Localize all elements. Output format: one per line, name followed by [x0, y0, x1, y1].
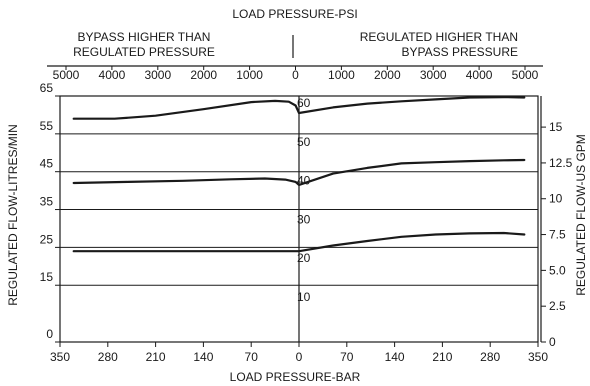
x-tick-psi-label: 2000 [190, 68, 217, 82]
curve-label: 50 [297, 135, 311, 149]
y-tick-right-label: 12.5 [549, 156, 573, 170]
x-tick-psi-label: 3000 [144, 68, 171, 82]
y-tick-left-label: 35 [40, 195, 54, 209]
y-tick-left-label: 25 [40, 232, 54, 246]
x-ticks-psi-group: 5000 4000 3000 2000 1000 0 1000 2000 3000 4000 500… [53, 66, 539, 82]
y-tick-right-label: 2.5 [549, 299, 566, 313]
y-tick-right-label: 7.5 [549, 228, 566, 242]
curve-label: 10 [297, 290, 311, 304]
chart-title: LOAD PRESSURE-PSI [232, 7, 357, 21]
x-tick-psi-label: 4000 [99, 68, 126, 82]
series-group [72, 95, 526, 253]
y-axis-label-left: REGULATED FLOW-LITRES/MIN [6, 124, 20, 306]
x-tick-psi-label: 5000 [512, 68, 539, 82]
x-tick-bar-label: 140 [193, 350, 213, 364]
y-tick-right-label: 15 [549, 120, 563, 134]
y-tick-right-label: 10 [549, 192, 563, 206]
y-ticks-left-group: 0 15 25 35 45 55 65 [40, 81, 60, 343]
x-ticks-bar-group: 350 280 210 140 70 0 70 140 210 280 350 [50, 342, 548, 364]
flow-curve-line [72, 158, 526, 186]
region-left-line2: REGULATED PRESSURE [73, 45, 215, 59]
x-tick-bar-label: 210 [146, 350, 166, 364]
curve-label: 20 [297, 251, 311, 265]
x-tick-bar-label: 350 [50, 350, 70, 364]
x-tick-psi-label: 5000 [53, 68, 80, 82]
flow-curve-line [72, 231, 526, 253]
x-tick-bar-label: 70 [245, 350, 259, 364]
x-tick-psi-label: 0 [292, 68, 299, 82]
region-left-line1: BYPASS HIGHER THAN [78, 30, 211, 44]
y-tick-left-label: 15 [40, 270, 54, 284]
y-tick-right-label: 0 [549, 335, 556, 349]
region-right-line1: REGULATED HIGHER THAN [360, 30, 518, 44]
x-tick-bar-label: 210 [432, 350, 452, 364]
x-tick-bar-label: 280 [480, 350, 500, 364]
y-tick-left-label: 65 [40, 81, 54, 95]
x-tick-bar-label: 0 [296, 350, 303, 364]
curve-label: 60 [297, 96, 311, 110]
y-ticks-right-group: 0 2.5 5.0 7.5 10 12.5 15 [540, 96, 573, 349]
region-right-line2: BYPASS PRESSURE [402, 45, 518, 59]
y-tick-right-label: 5.0 [549, 263, 566, 277]
curve-label: 30 [297, 212, 311, 226]
x-tick-bar-label: 280 [98, 350, 118, 364]
x-tick-psi-label: 2000 [374, 68, 401, 82]
x-tick-psi-label: 1000 [328, 68, 355, 82]
x-tick-bar-label: 350 [528, 350, 548, 364]
x-tick-bar-label: 140 [385, 350, 405, 364]
x-tick-psi-label: 1000 [236, 68, 263, 82]
x-tick-psi-label: 4000 [466, 68, 493, 82]
y-tick-left-label: 45 [40, 157, 54, 171]
x-tick-bar-label: 70 [340, 350, 354, 364]
y-tick-left-label: 0 [46, 327, 53, 341]
y-axis-label-right: REGULATED FLOW-US GPM [574, 134, 588, 296]
y-tick-left-label: 55 [40, 119, 54, 133]
x-axis-label: LOAD PRESSURE-BAR [230, 370, 361, 384]
x-tick-psi-label: 3000 [420, 68, 447, 82]
flow-curve-line [72, 95, 526, 120]
